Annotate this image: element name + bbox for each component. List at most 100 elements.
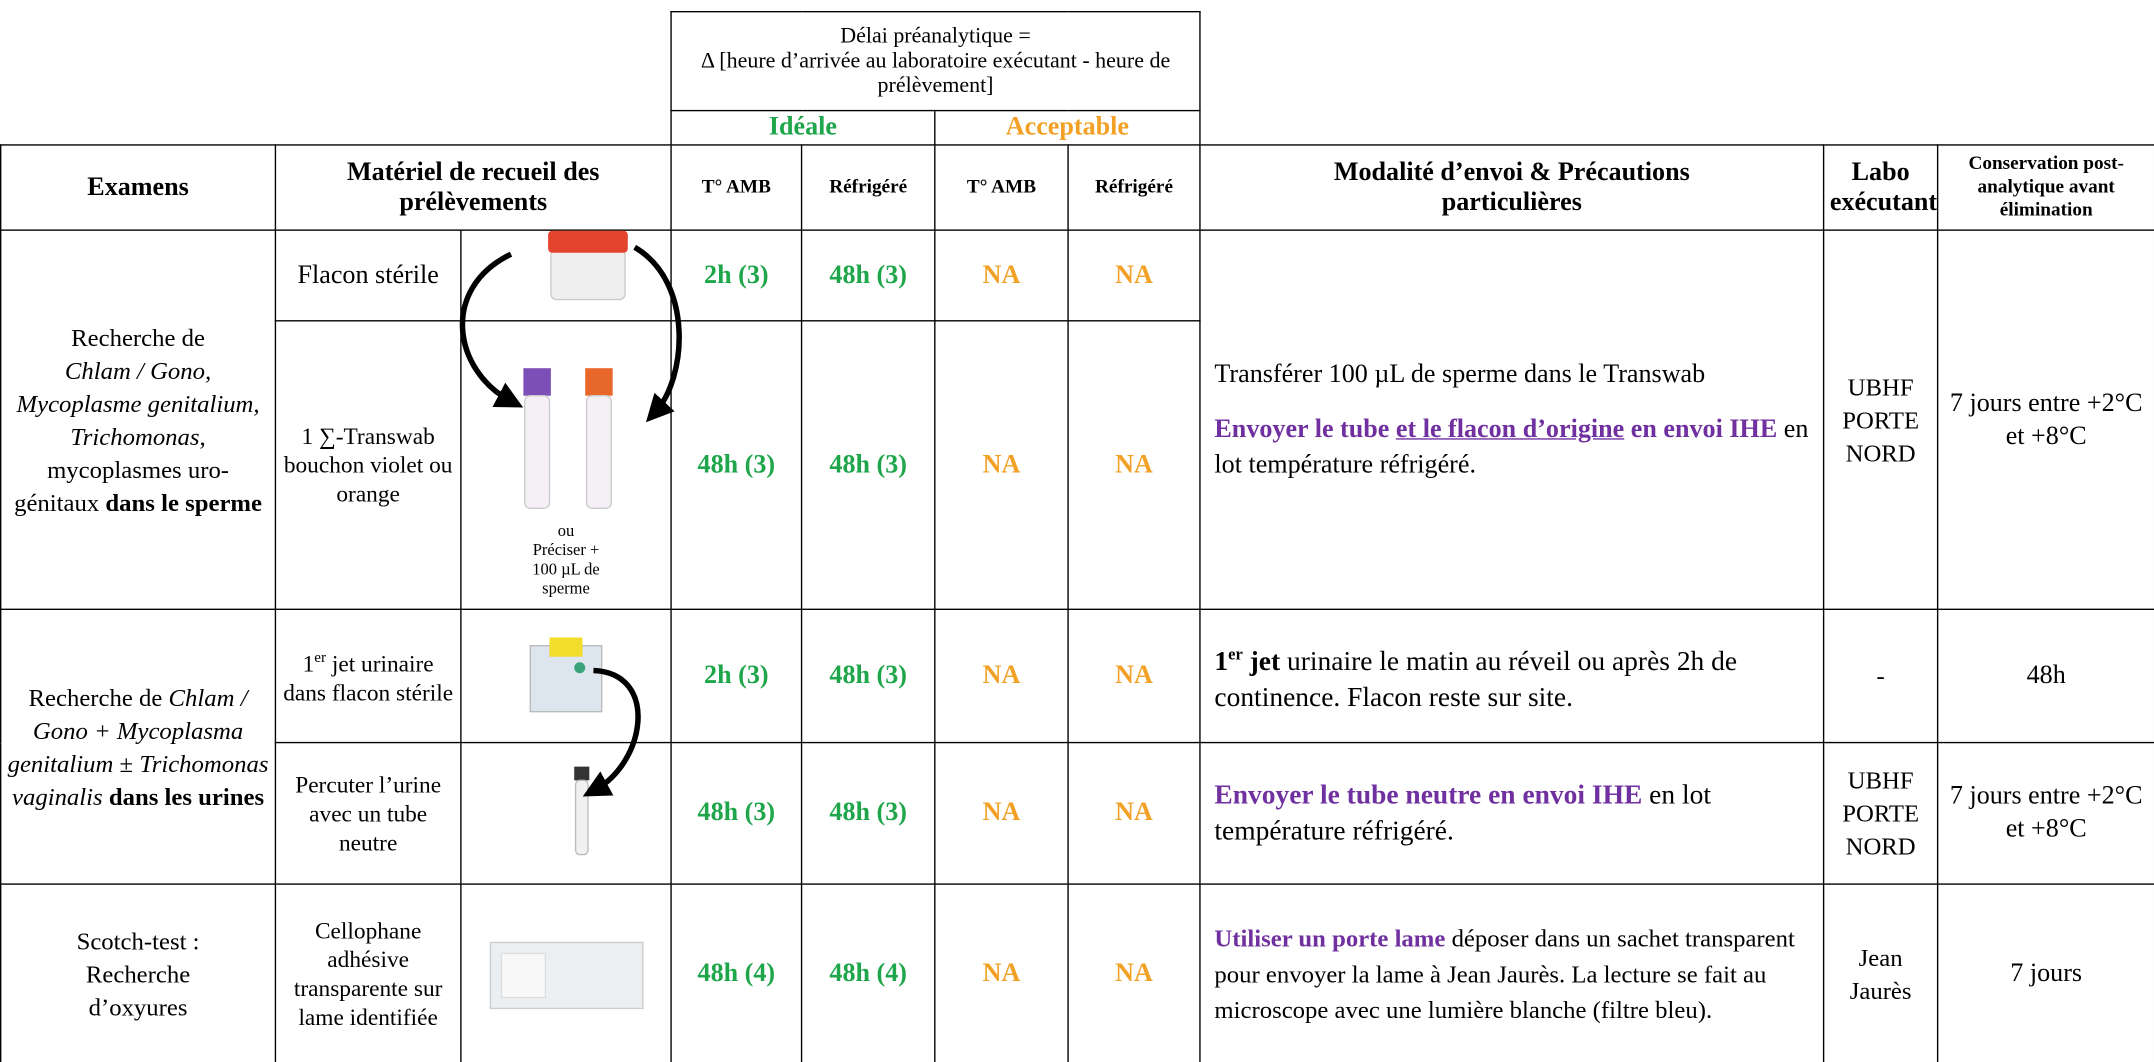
delays: 48h (4) bbox=[670, 883, 803, 1062]
delays: 48h (4) bbox=[800, 883, 936, 1062]
rect bbox=[548, 230, 628, 253]
rect bbox=[523, 368, 551, 396]
neutral-tube bbox=[574, 766, 590, 856]
rect bbox=[574, 779, 589, 856]
sending: Envoyer le tube neutre en envoi IHE bbox=[1214, 780, 1643, 811]
material: 1 bbox=[302, 650, 315, 678]
columns: T° AMB bbox=[670, 144, 803, 231]
delays: NA bbox=[1067, 608, 1201, 744]
tr: Examens Matériel de recueil des prélèvem… bbox=[0, 144, 2154, 231]
circle bbox=[574, 662, 586, 674]
lab: - bbox=[1822, 608, 1939, 744]
urine-cup bbox=[529, 637, 603, 713]
columns: Labo exécutant bbox=[1822, 144, 1939, 231]
arrow bbox=[459, 251, 524, 408]
delay-formula: Δ [heure d’arrivée au laboratoire exécut… bbox=[700, 48, 1171, 97]
sending: Utiliser un porte lame bbox=[1214, 923, 1446, 952]
exam: dans les urines bbox=[102, 782, 265, 810]
delays: NA bbox=[934, 320, 1069, 610]
sterile-jar bbox=[548, 230, 628, 301]
image-notes: ou bbox=[557, 520, 575, 540]
tr: 1 ∑-Transwab bouchon violet ou orange ou… bbox=[1, 320, 2154, 610]
material: jet urinaire dans flacon stérile bbox=[283, 650, 454, 706]
cell: Recherche de Chlam / Gono, Mycoplasme ge… bbox=[0, 229, 277, 610]
material: Cellophane adhésive transparente sur lam… bbox=[274, 883, 462, 1062]
exam: Recherche de bbox=[71, 323, 205, 352]
material: er bbox=[314, 650, 327, 667]
arrow bbox=[633, 244, 682, 423]
delay-title: Délai préanalytique = bbox=[840, 24, 1031, 48]
acceptable: Acceptable bbox=[934, 109, 1201, 146]
delays: NA bbox=[1067, 741, 1201, 885]
exam: Chlam / Gono + Mycoplasma genitalium bbox=[7, 683, 248, 777]
rect bbox=[500, 952, 547, 999]
conservation: 7 jours entre +2°C et +8°C bbox=[1936, 229, 2154, 610]
sending: déposer dans un sachet transparent pour … bbox=[1214, 923, 1795, 1023]
columns: Réfrigéré bbox=[800, 144, 936, 231]
rect bbox=[585, 368, 613, 396]
sending: Envoyer le tube bbox=[1214, 414, 1396, 444]
cell bbox=[1199, 110, 2154, 145]
lab: UBHF PORTE NORD bbox=[1822, 741, 1939, 885]
cell bbox=[1199, 11, 2154, 111]
exam: Scotch-test : Recherche d’oxyures bbox=[0, 883, 277, 1062]
material: 1 ∑-Transwab bouchon violet ou orange bbox=[274, 320, 462, 610]
slide bbox=[489, 941, 644, 1010]
exam: ± bbox=[119, 749, 134, 777]
delays: NA bbox=[934, 883, 1069, 1062]
delays: NA bbox=[1067, 320, 1201, 610]
tr: Scotch-test : Recherche d’oxyures Cellop… bbox=[0, 883, 2154, 1062]
columns: Examens bbox=[0, 144, 277, 231]
sending: en envoi IHE bbox=[1624, 414, 1778, 444]
tr: Idéale Acceptable bbox=[1, 109, 2154, 146]
image-notes: Préciser + 100 µL de sperme bbox=[532, 539, 600, 598]
rect bbox=[574, 766, 590, 781]
rect bbox=[549, 637, 583, 657]
delays: NA bbox=[934, 741, 1069, 885]
exam: dans le sperme bbox=[105, 488, 263, 516]
sending: en lot température réfrigéré. bbox=[1214, 414, 1809, 479]
sending: jet bbox=[1242, 646, 1281, 678]
sending: Transférer 100 µL de sperme dans le Tran… bbox=[1214, 359, 1706, 389]
transwab-tubes bbox=[523, 368, 613, 510]
columns: Conservation post-analytique avant élimi… bbox=[1936, 144, 2154, 231]
arrow bbox=[582, 667, 641, 797]
rect bbox=[550, 249, 626, 301]
conservation: 7 jours entre +2°C et +8°C bbox=[1936, 741, 2154, 885]
delays: NA bbox=[1067, 229, 1201, 322]
delays: 48h (3) bbox=[670, 741, 803, 885]
cell: ou Préciser + 100 µL de sperme bbox=[460, 320, 672, 610]
columns: Réfrigéré bbox=[1067, 144, 1201, 231]
cell: Recherche de Chlam / Gono + Mycoplasma g… bbox=[0, 608, 277, 885]
material: Flacon stérile bbox=[274, 229, 462, 322]
lab: UBHF PORTE NORD bbox=[1822, 229, 1939, 610]
exam: , mycoplasmes uro-génitaux bbox=[14, 422, 230, 516]
delays: NA bbox=[1067, 883, 1201, 1062]
sending: en lot température réfrigéré. bbox=[1214, 780, 1711, 847]
delays: NA bbox=[934, 608, 1069, 744]
sending: er bbox=[1228, 644, 1243, 664]
columns: Modalité d’envoi & Précautions particuli… bbox=[1199, 144, 1825, 231]
delays: 48h (3) bbox=[800, 320, 936, 610]
rect bbox=[585, 394, 612, 510]
sending: et le flacon d’origine bbox=[1395, 414, 1625, 444]
sending: urinaire le matin au réveil ou après 2h … bbox=[1214, 646, 1738, 713]
cell: Délai préanalytique = Δ [heure d’arrivée … bbox=[670, 10, 1201, 112]
exam: Recherche de bbox=[28, 683, 169, 711]
delays: 2h (3) bbox=[670, 608, 803, 744]
div: Envoyer le tube et le flacon d’origine e… bbox=[1214, 411, 1809, 482]
tr: Délai préanalytique = Δ [heure d’arrivée … bbox=[1, 10, 2154, 112]
delays: 48h (3) bbox=[800, 608, 936, 744]
delays: 48h (3) bbox=[670, 320, 803, 610]
columns: Matériel de recueil des prélèvements bbox=[274, 144, 672, 231]
cell bbox=[460, 741, 672, 885]
conservation: 7 jours bbox=[1936, 883, 2154, 1062]
ideal: Idéale bbox=[670, 109, 936, 146]
rect bbox=[524, 394, 551, 510]
delays: 48h (3) bbox=[800, 741, 936, 885]
conservation: 48h bbox=[1936, 608, 2154, 744]
cell: Utiliser un porte lame déposer dans un s… bbox=[1199, 883, 1825, 1062]
delays: NA bbox=[934, 229, 1069, 322]
